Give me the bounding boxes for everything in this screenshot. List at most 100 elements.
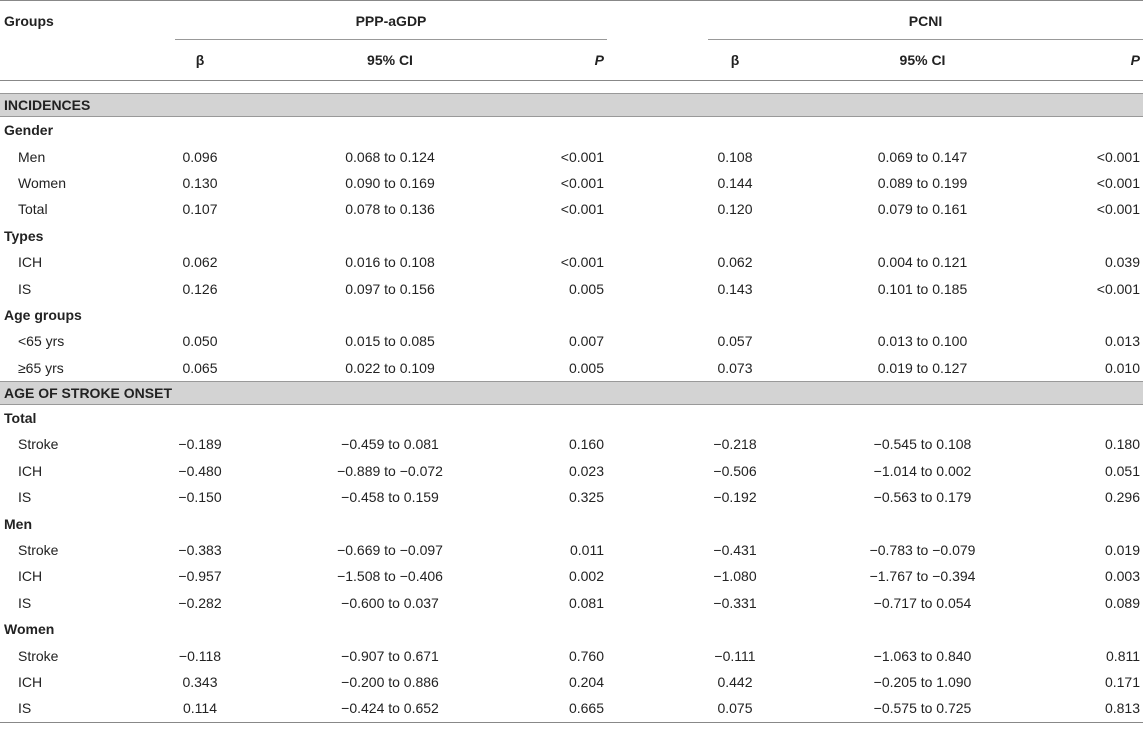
cell: −1.080 <box>713 568 757 585</box>
sub-header: 95% CI <box>250 40 530 81</box>
gap-cell <box>607 484 685 510</box>
sub-header: 95% CI <box>785 40 1060 81</box>
cell: 0.204 <box>568 674 604 690</box>
spacer-cell <box>0 81 1143 94</box>
cell: −1.508 to −0.406 <box>337 568 443 585</box>
cell: −1.767 to −0.394 <box>869 568 976 585</box>
row-label: ICH <box>18 674 43 690</box>
group-label: Men <box>4 515 32 532</box>
group-label: Age groups <box>4 306 82 323</box>
cell: 0.004 to 0.121 <box>877 254 968 271</box>
cell: 0.325 <box>568 489 604 506</box>
col-group-header: PPP-aGDP <box>150 1 607 40</box>
gap-cell <box>607 590 685 616</box>
row-label: IS <box>18 594 32 611</box>
cell: 0.760 <box>568 647 604 664</box>
cell: −0.431 <box>713 542 757 559</box>
cell: 0.813 <box>1060 695 1143 723</box>
gap-cell <box>607 143 685 169</box>
cell: −0.957 <box>178 568 222 585</box>
row-label: Men <box>18 148 46 165</box>
cell: <0.001 <box>560 148 604 165</box>
cell: 0.005 <box>568 280 604 297</box>
cell: <0.001 <box>560 254 604 271</box>
cell: −0.717 to 0.054 <box>873 594 972 611</box>
cell: 0.022 to 0.109 <box>345 359 435 376</box>
cell: −0.192 <box>713 489 757 506</box>
cell: −0.200 to 0.886 <box>341 674 439 690</box>
spacer <box>0 81 1143 94</box>
cell: <0.001 <box>1096 174 1141 191</box>
data-row: IS 0.114 −0.424 to 0.652 0.665 0.075 −0.575 t… <box>0 695 1143 723</box>
cell: −0.331 <box>713 594 757 611</box>
col-group-label: PCNI <box>708 13 1143 40</box>
cell: 0.062 <box>717 254 753 271</box>
cell: −0.218 <box>713 436 757 453</box>
cell: 0.081 <box>568 594 604 611</box>
cell: 0.023 <box>568 462 604 479</box>
data-row: ICH −0.480 −0.889 to −0.072 0.023 −0.506 −1.0… <box>0 458 1143 484</box>
cell: −0.783 to −0.079 <box>869 542 976 559</box>
row-label: ICH <box>18 254 43 271</box>
cell: 0.160 <box>568 436 604 453</box>
cell: <0.001 <box>560 201 604 218</box>
data-row: IS −0.150 −0.458 to 0.159 0.325 −0.192 −0.563… <box>0 484 1143 510</box>
cell: 0.097 to 0.156 <box>345 280 435 297</box>
data-row: IS −0.282 −0.600 to 0.037 0.081 −0.331 −0.717… <box>0 590 1143 616</box>
cell: −0.383 <box>178 542 222 559</box>
group-row: Total <box>0 404 1143 431</box>
cell: 0.005 <box>568 359 604 376</box>
cell: −0.205 to 1.090 <box>873 674 972 690</box>
data-row: ICH 0.343 −0.200 to 0.886 0.204 0.442 −0.205 … <box>0 669 1143 695</box>
sub-header: β <box>150 40 250 81</box>
cell: −0.575 to 0.725 <box>785 695 1060 723</box>
gap-cell <box>607 669 685 695</box>
row-label: Total <box>18 201 48 218</box>
cell: 0.665 <box>530 695 607 723</box>
group-row: Age groups <box>0 302 1143 328</box>
cell: 0.016 to 0.108 <box>345 254 435 271</box>
cell: −1.014 to 0.002 <box>873 462 972 479</box>
col-group-header: PCNI <box>685 1 1143 40</box>
data-row: Men 0.096 0.068 to 0.124 <0.001 0.108 0.069 t… <box>0 143 1143 169</box>
cell: 0.019 <box>1104 542 1141 559</box>
cell: <0.001 <box>1096 201 1141 218</box>
cell: −0.111 <box>714 647 756 664</box>
cell: <0.001 <box>560 174 604 191</box>
group-row: Women <box>0 616 1143 642</box>
cell: 0.296 <box>1104 489 1141 506</box>
cell: 0.108 <box>717 148 753 165</box>
cell: 0.002 <box>568 568 604 585</box>
groups-header: Groups <box>4 13 54 29</box>
gap-cell <box>607 275 685 301</box>
row-label: ICH <box>18 568 43 585</box>
row-label: ≥65 yrs <box>18 359 64 376</box>
data-row: ICH 0.062 0.016 to 0.108 <0.001 0.062 0.004 t… <box>0 249 1143 275</box>
cell: −0.424 to 0.652 <box>250 695 530 723</box>
data-row: ICH −0.957 −1.508 to −0.406 0.002 −1.080 −1.7… <box>0 563 1143 589</box>
row-label: Stroke <box>18 647 59 664</box>
row-label: Women <box>18 174 66 191</box>
cell: −0.669 to −0.097 <box>337 542 443 559</box>
group-row: Gender <box>0 117 1143 144</box>
sub-header: P <box>1060 40 1143 81</box>
group-label: Types <box>4 227 44 244</box>
cell: 0.019 to 0.127 <box>877 359 968 376</box>
gap-cell <box>607 563 685 589</box>
data-row: IS 0.126 0.097 to 0.156 0.005 0.143 0.101 to … <box>0 275 1143 301</box>
cell: 0.101 to 0.185 <box>877 280 968 297</box>
cell: 0.180 <box>1104 436 1141 453</box>
cell: 0.078 to 0.136 <box>345 201 435 218</box>
gap-cell <box>607 458 685 484</box>
cell: 0.120 <box>717 201 753 218</box>
cell: −0.600 to 0.037 <box>341 594 439 611</box>
row-label: Stroke <box>18 436 59 453</box>
gap-cell <box>607 537 685 563</box>
section-title: AGE OF STROKE ONSET <box>0 380 1143 405</box>
cell: −0.563 to 0.179 <box>873 489 972 506</box>
cell: 0.143 <box>717 280 753 297</box>
cell: 0.171 <box>1104 674 1141 690</box>
gap-cell <box>607 328 685 354</box>
cell: −1.063 to 0.840 <box>873 647 972 664</box>
